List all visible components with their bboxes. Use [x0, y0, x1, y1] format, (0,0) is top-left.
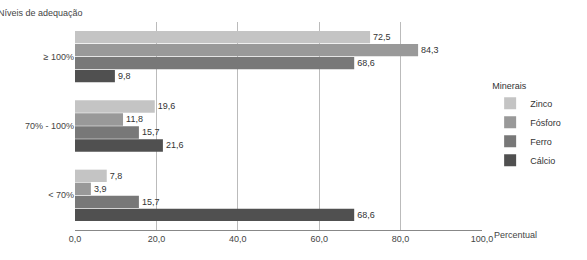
svg-text:40,0: 40,0 — [229, 234, 247, 244]
svg-text:80,0: 80,0 — [392, 234, 410, 244]
svg-text:21,6: 21,6 — [166, 140, 184, 150]
svg-text:68,6: 68,6 — [357, 210, 375, 220]
svg-text:72,5: 72,5 — [373, 32, 391, 42]
svg-text:20,0: 20,0 — [148, 234, 166, 244]
svg-text:Cálcio: Cálcio — [530, 156, 555, 166]
svg-text:Zinco: Zinco — [530, 99, 552, 109]
svg-text:9,8: 9,8 — [118, 71, 131, 81]
svg-text:19,6: 19,6 — [158, 101, 176, 111]
svg-text:60,0: 60,0 — [310, 234, 328, 244]
svg-text:Minerais: Minerais — [492, 81, 527, 91]
svg-text:≥ 100%: ≥ 100% — [44, 52, 74, 62]
svg-text:15,7: 15,7 — [142, 127, 160, 137]
svg-text:3,9: 3,9 — [94, 184, 107, 194]
svg-text:0,0: 0,0 — [69, 234, 82, 244]
svg-text:68,6: 68,6 — [357, 58, 375, 68]
svg-text:15,7: 15,7 — [142, 197, 160, 207]
svg-text:7,8: 7,8 — [110, 171, 123, 181]
svg-text:Fósforo: Fósforo — [530, 118, 561, 128]
svg-text:11,8: 11,8 — [126, 114, 143, 124]
svg-text:Percentual: Percentual — [494, 230, 537, 240]
svg-text:Ferro: Ferro — [530, 137, 552, 147]
svg-text:100,0: 100,0 — [471, 234, 494, 244]
svg-text:84,3: 84,3 — [421, 45, 439, 55]
svg-text:Níveis de adequação: Níveis de adequação — [0, 8, 83, 18]
svg-text:70% - 100%: 70% - 100% — [25, 121, 74, 131]
svg-text:< 70%: < 70% — [48, 190, 74, 200]
